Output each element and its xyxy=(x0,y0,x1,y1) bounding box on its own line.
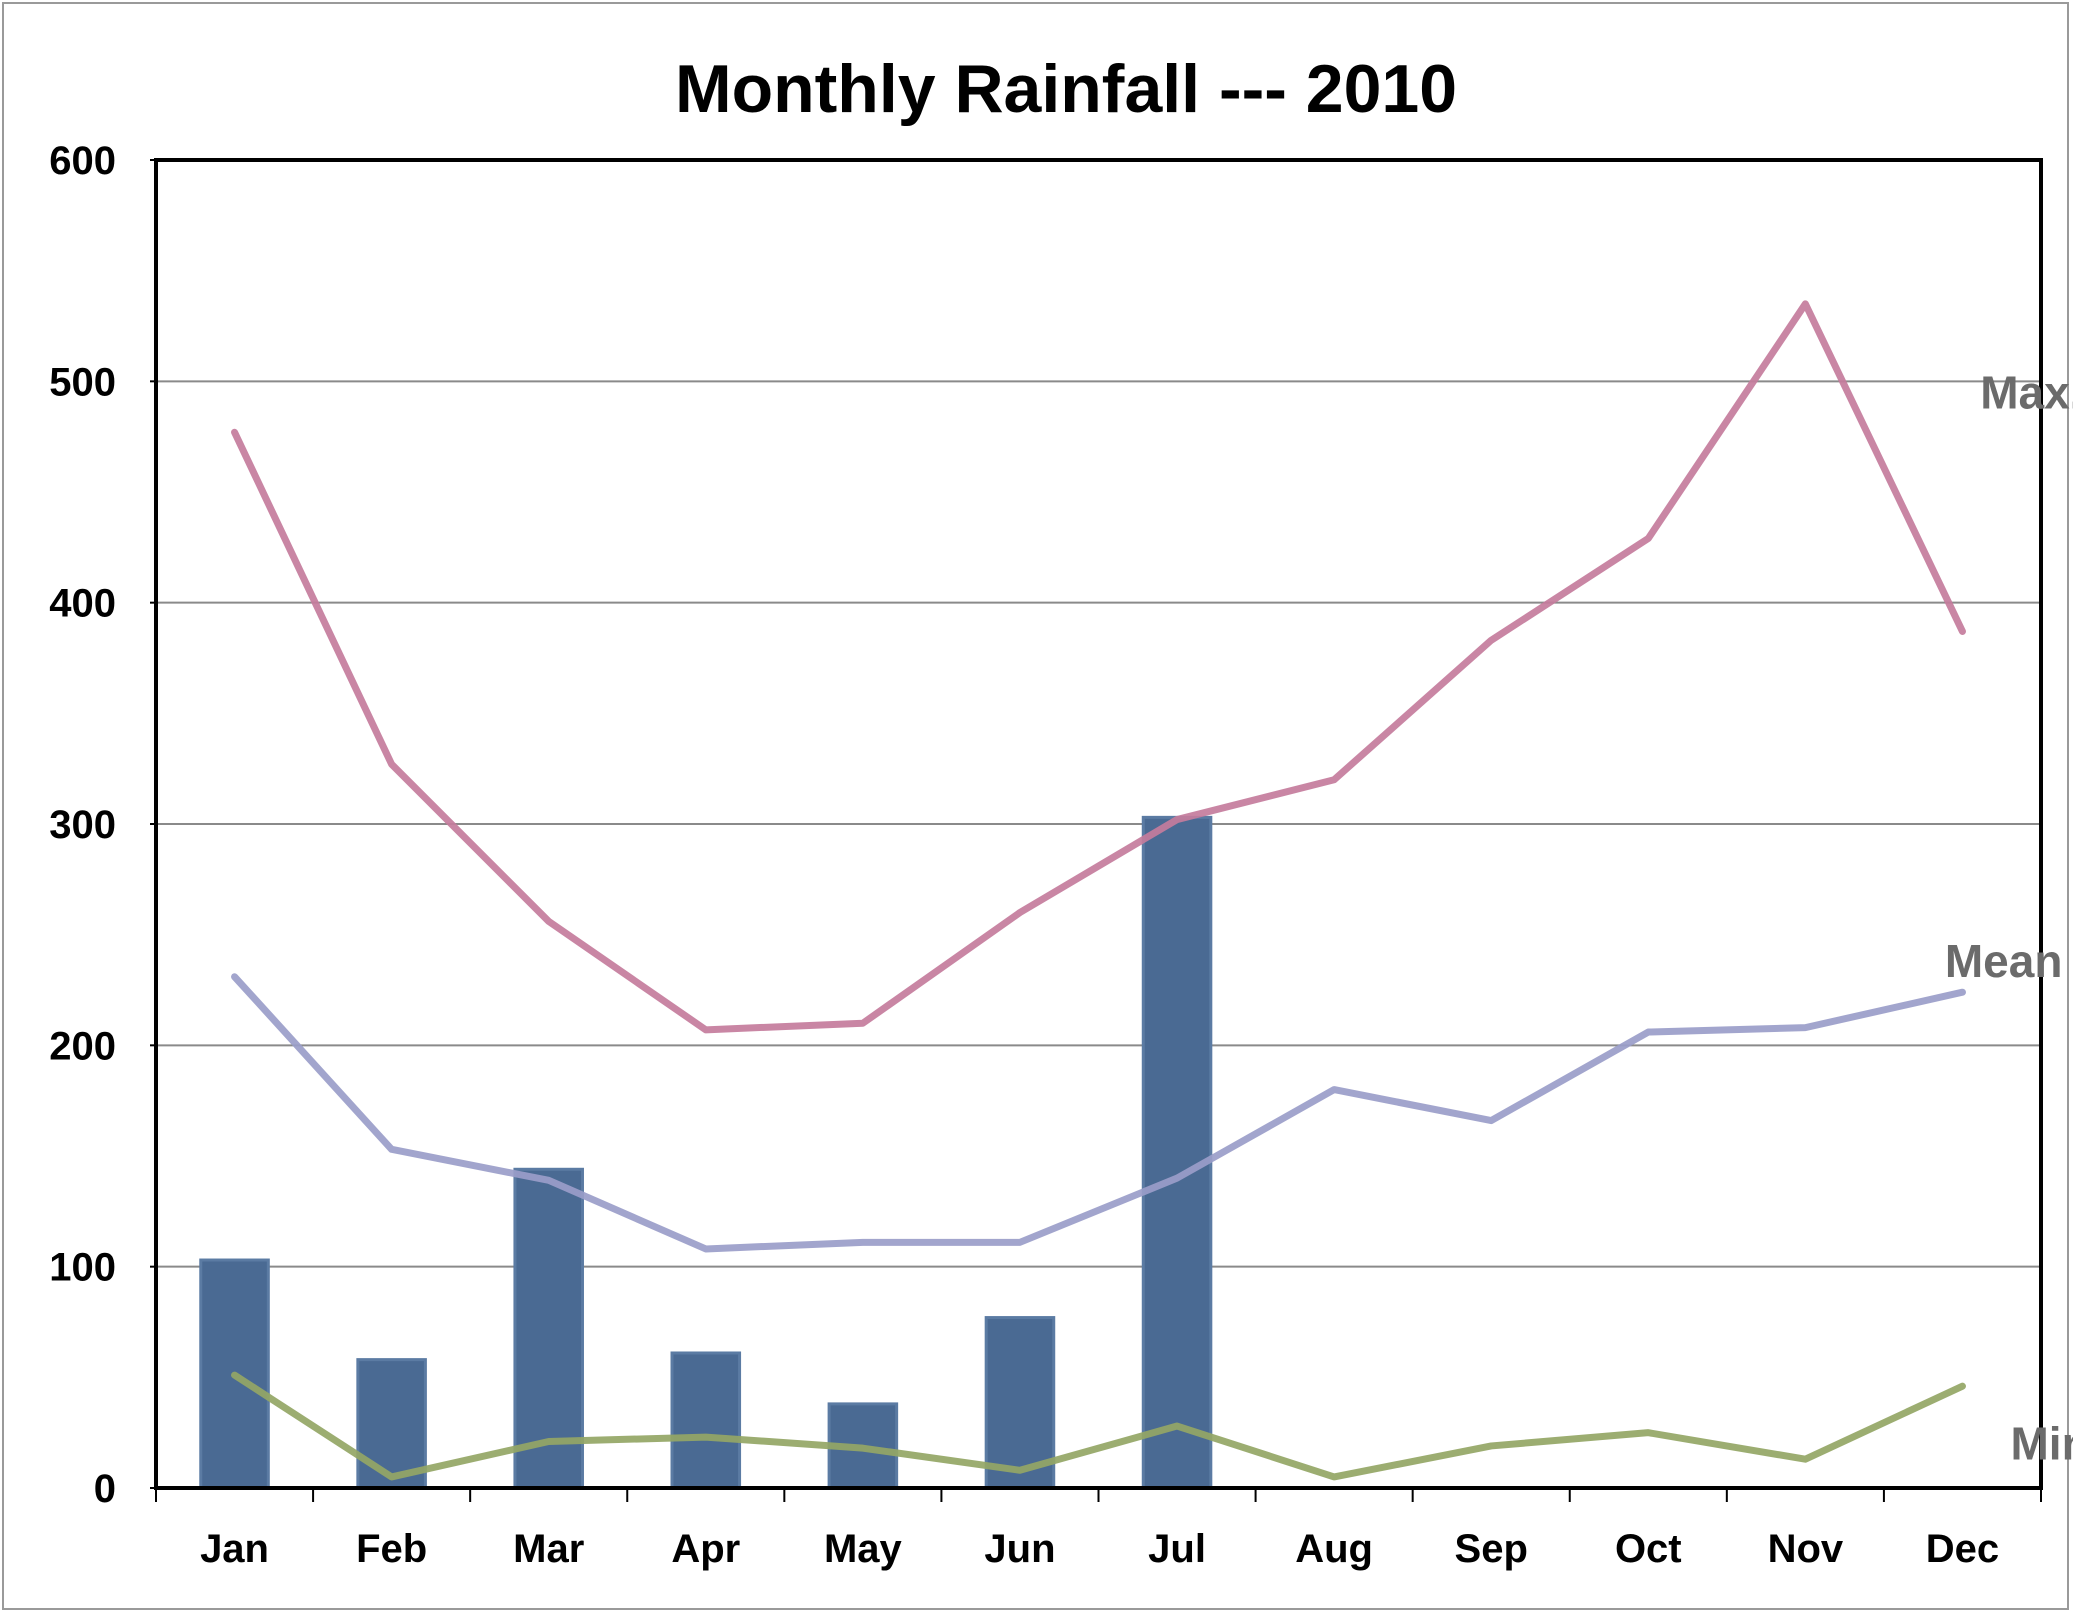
y-tick-label: 600 xyxy=(49,139,116,183)
bar-feb xyxy=(356,1358,427,1490)
bar-jun xyxy=(984,1316,1056,1490)
x-tick-label: Jun xyxy=(984,1527,1055,1571)
x-tick-label: Oct xyxy=(1615,1527,1682,1571)
bars xyxy=(199,815,1213,1490)
x-tick-label: Feb xyxy=(356,1527,427,1571)
x-tick-label: Dec xyxy=(1926,1527,1999,1571)
bar-jul xyxy=(1141,815,1213,1490)
axes: 0 100 200 300 400 500 600 Jan Feb Mar Apr May Jun Jul… xyxy=(49,139,2043,1571)
x-tick-label: Jul xyxy=(1148,1527,1206,1571)
x-tick-label: Aug xyxy=(1295,1527,1373,1571)
y-tick-label: 200 xyxy=(49,1024,116,1068)
y-tick-label: 0 xyxy=(94,1467,116,1511)
series-line-max xyxy=(231,300,1966,1034)
chart-title: Monthly Rainfall --- 2010 xyxy=(675,51,1457,127)
series-label-mean: Mean xyxy=(1945,935,2063,987)
x-tick-label: Mar xyxy=(513,1527,584,1571)
bar-mar xyxy=(513,1167,584,1490)
y-tick-label: 500 xyxy=(49,360,116,404)
series-labels: Max. Mean Min. xyxy=(1945,366,2073,1469)
series-label-max: Max. xyxy=(1980,366,2073,418)
series-lines xyxy=(231,300,1966,1481)
x-tick-label: Jan xyxy=(200,1527,269,1571)
y-tick-label: 300 xyxy=(49,803,116,847)
x-tick-label: Nov xyxy=(1768,1527,1844,1571)
y-tick-label: 100 xyxy=(49,1246,116,1290)
series-label-min: Min. xyxy=(2010,1418,2073,1470)
x-tick-label: Sep xyxy=(1455,1527,1528,1571)
series-line-min xyxy=(231,1371,1966,1481)
bar-apr xyxy=(670,1351,742,1490)
gridlines xyxy=(156,380,2041,1268)
x-tick-label: May xyxy=(824,1527,903,1571)
x-tick-label: Apr xyxy=(671,1527,740,1571)
y-tick-label: 400 xyxy=(49,582,116,626)
series-line-mean xyxy=(231,973,1966,1253)
